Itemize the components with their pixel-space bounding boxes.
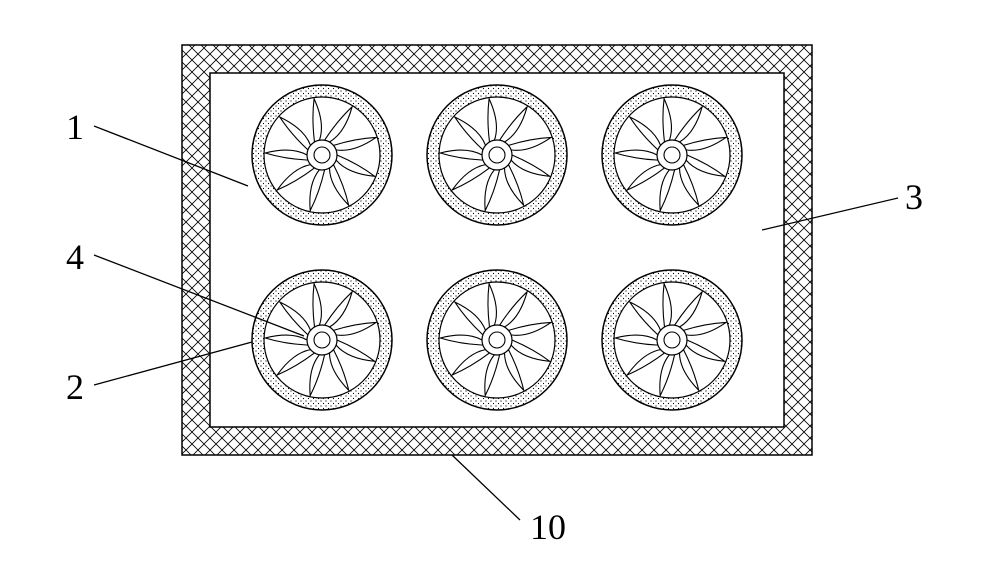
fan-icon: [602, 85, 742, 225]
fan-icon: [602, 270, 742, 410]
leader-line: [452, 455, 520, 520]
fan-icon: [252, 85, 392, 225]
callout-label-1: 1: [66, 107, 84, 147]
callout-label-2: 2: [66, 367, 84, 407]
technical-diagram: 1 4 2 3 10: [0, 0, 1000, 569]
callout-label-3: 3: [905, 177, 923, 217]
callout-label-4: 4: [66, 237, 84, 277]
fan-icon: [427, 85, 567, 225]
fan-icon: [427, 270, 567, 410]
callout-label-10: 10: [530, 507, 566, 547]
fan-icon: [252, 270, 392, 410]
